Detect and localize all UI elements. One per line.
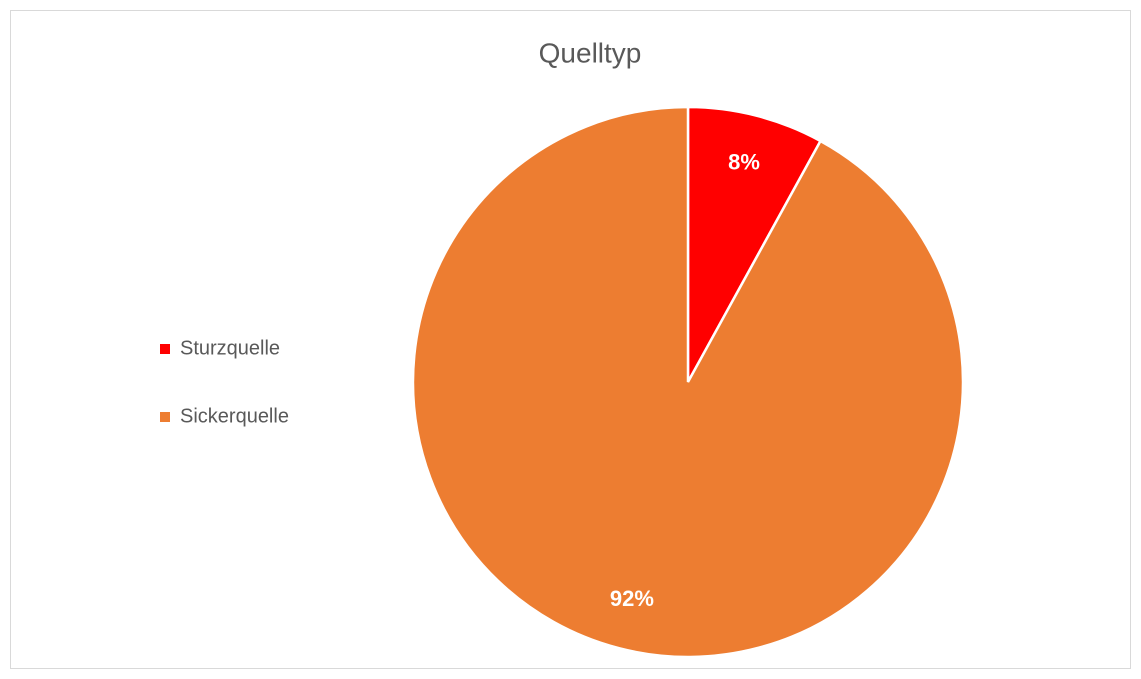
data-label: 92% [610, 586, 654, 611]
chart-title: Quelltyp [539, 37, 642, 68]
pie-slice [686, 105, 823, 383]
pie-slice [411, 105, 965, 659]
data-label: 8% [728, 149, 760, 174]
legend-swatch [160, 344, 170, 354]
legend-label: Sickerquelle [180, 405, 289, 427]
legend-label: Sturzquelle [180, 337, 280, 359]
legend-swatch [160, 412, 170, 422]
